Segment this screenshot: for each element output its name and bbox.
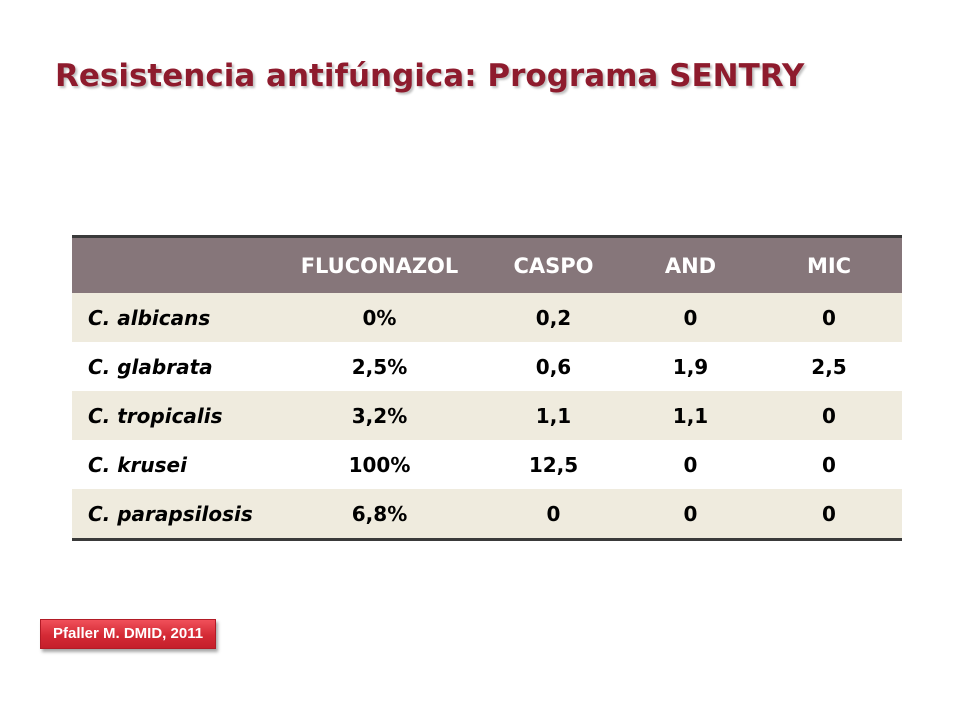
species-cell: C. parapsilosis [72,489,277,541]
header-cell-species [72,235,277,293]
value-cell: 1,1 [482,391,625,440]
header-cell-and: AND [625,235,756,293]
species-cell: C. glabrata [72,342,277,391]
value-cell: 0 [756,391,902,440]
value-cell: 0,6 [482,342,625,391]
value-cell: 0 [756,440,902,489]
header-cell-caspo: CASPO [482,235,625,293]
value-cell: 1,9 [625,342,756,391]
value-cell: 0 [625,489,756,541]
value-cell: 0 [625,440,756,489]
value-cell: 12,5 [482,440,625,489]
table-header-row: FLUCONAZOL CASPO AND MIC [72,235,902,293]
table-row: C. albicans 0% 0,2 0 0 [72,293,902,342]
value-cell: 1,1 [625,391,756,440]
slide-title: Resistencia antifúngica: Programa SENTRY [55,58,805,94]
table-row: C. krusei 100% 12,5 0 0 [72,440,902,489]
table-row: C. tropicalis 3,2% 1,1 1,1 0 [72,391,902,440]
value-cell: 100% [277,440,482,489]
header-cell-mic: MIC [756,235,902,293]
resistance-table: FLUCONAZOL CASPO AND MIC C. albicans 0% … [72,235,902,541]
value-cell: 0% [277,293,482,342]
citation-badge: Pfaller M. DMID, 2011 [40,619,217,649]
value-cell: 0,2 [482,293,625,342]
value-cell: 2,5 [756,342,902,391]
table-row: C. parapsilosis 6,8% 0 0 0 [72,489,902,541]
value-cell: 0 [756,293,902,342]
value-cell: 0 [625,293,756,342]
value-cell: 6,8% [277,489,482,541]
species-cell: C. albicans [72,293,277,342]
value-cell: 0 [756,489,902,541]
value-cell: 3,2% [277,391,482,440]
header-cell-fluconazol: FLUCONAZOL [277,235,482,293]
value-cell: 0 [482,489,625,541]
species-cell: C. tropicalis [72,391,277,440]
table-row: C. glabrata 2,5% 0,6 1,9 2,5 [72,342,902,391]
value-cell: 2,5% [277,342,482,391]
species-cell: C. krusei [72,440,277,489]
